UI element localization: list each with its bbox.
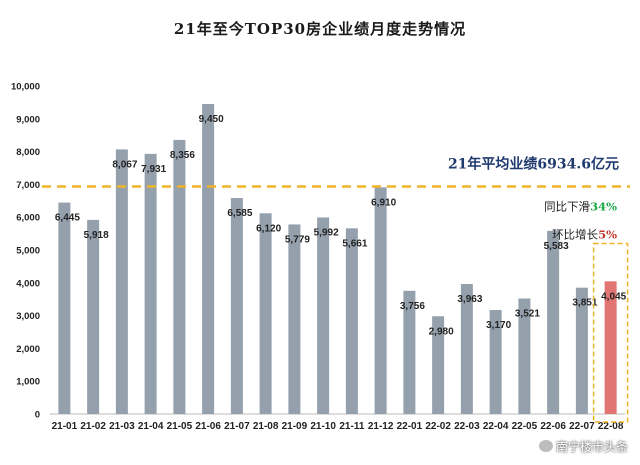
- data-label: 8,067: [112, 159, 137, 170]
- bar: [202, 104, 215, 414]
- bar: [403, 290, 416, 414]
- y-tick-label: 8,000: [16, 147, 40, 158]
- x-tick-label: 21-12: [368, 421, 394, 432]
- watermark: 南宁楼市头条: [538, 438, 628, 455]
- bar: [460, 284, 473, 414]
- bar: [230, 198, 243, 414]
- x-tick-label: 21-07: [224, 421, 250, 432]
- data-label: 3,851: [572, 298, 597, 309]
- bar: [518, 298, 531, 414]
- y-tick-label: 0: [35, 410, 40, 421]
- bar: [288, 224, 301, 414]
- data-label: 6,120: [256, 223, 281, 234]
- data-label: 3,756: [400, 301, 425, 312]
- bar-highlight: [604, 281, 617, 414]
- x-tick-label: 21-05: [167, 421, 193, 432]
- bar: [317, 217, 330, 414]
- x-tick-label: 21-09: [282, 421, 308, 432]
- x-tick-label: 21-04: [138, 421, 164, 432]
- bar: [259, 213, 272, 414]
- y-tick-label: 10,000: [11, 82, 40, 93]
- yoy-text: 同比下滑: [544, 200, 590, 214]
- data-label: 5,918: [84, 230, 109, 241]
- data-label: 6,585: [227, 208, 252, 219]
- x-tick-label: 21-11: [339, 421, 364, 432]
- yoy-note: 同比下滑34%: [544, 200, 617, 214]
- y-tick-label: 3,000: [16, 311, 40, 322]
- bar: [87, 219, 100, 414]
- data-label: 5,583: [544, 241, 569, 252]
- x-tick-label: 22-01: [397, 421, 423, 432]
- bar: [374, 187, 387, 414]
- data-label: 6,910: [371, 197, 396, 208]
- data-label: 9,450: [199, 114, 224, 125]
- y-tick-label: 7,000: [16, 180, 40, 191]
- wechat-icon: [538, 440, 553, 452]
- yoy-value: 34%: [590, 200, 617, 214]
- data-label: 5,779: [285, 234, 310, 245]
- data-label: 3,521: [515, 309, 540, 320]
- data-label: 3,170: [486, 320, 511, 331]
- x-tick-label: 21-08: [253, 421, 279, 432]
- data-label: 3,963: [457, 294, 482, 305]
- data-label: 7,931: [141, 164, 166, 175]
- watermark-text: 南宁楼市头条: [555, 440, 628, 454]
- bar: [575, 287, 588, 414]
- average-label: 21年平均业绩6934.6亿元: [448, 156, 619, 173]
- x-tick-label: 21-01: [52, 421, 78, 432]
- data-label: 2,980: [429, 326, 454, 337]
- highlight-box: [592, 242, 629, 423]
- bar: [547, 230, 560, 414]
- x-tick-label: 22-06: [540, 421, 566, 432]
- data-label: 4,045: [601, 291, 626, 302]
- x-tick-label: 21-06: [195, 421, 221, 432]
- bar: [58, 202, 71, 414]
- x-tick-label: 22-03: [454, 421, 480, 432]
- x-tick-label: 21-03: [109, 421, 135, 432]
- y-tick-label: 9,000: [16, 114, 40, 125]
- data-label: 8,356: [170, 150, 195, 161]
- x-tick-label: 22-02: [425, 421, 451, 432]
- mom-text: 环比增长: [552, 228, 598, 242]
- x-tick-label: 22-04: [483, 421, 509, 432]
- bar: [345, 228, 358, 414]
- mom-value: 5%: [598, 228, 617, 242]
- data-label: 5,661: [342, 238, 367, 249]
- x-tick-label: 21-10: [310, 421, 336, 432]
- x-tick-label: 22-07: [569, 421, 595, 432]
- y-tick-label: 5,000: [16, 246, 40, 257]
- data-label: 6,445: [55, 213, 80, 224]
- y-tick-label: 2,000: [16, 344, 40, 355]
- data-label: 5,992: [314, 227, 339, 238]
- bar: [489, 310, 502, 414]
- x-tick-label: 21-02: [80, 421, 106, 432]
- bar: [432, 316, 445, 414]
- y-tick-label: 6,000: [16, 213, 40, 224]
- bar: [144, 153, 157, 414]
- y-tick-label: 4,000: [16, 278, 40, 289]
- x-tick-label: 22-08: [598, 421, 624, 432]
- x-tick-label: 22-05: [512, 421, 538, 432]
- bar: [173, 139, 186, 414]
- mom-note: 环比增长5%: [552, 228, 617, 242]
- y-tick-label: 1,000: [16, 377, 40, 388]
- bar: [115, 149, 128, 414]
- chart-title: 21年至今TOP30房企业绩月度走势情况: [173, 20, 467, 38]
